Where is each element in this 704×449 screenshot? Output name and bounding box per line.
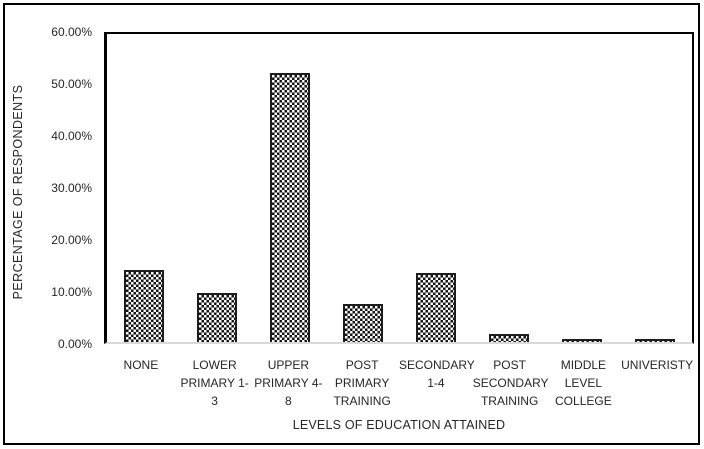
x-axis-category-labels: NONE LOWER PRIMARY 1- 3 UPPER PRIMARY 4- 8… [104,356,694,412]
x-category-label: LOWER PRIMARY 1- 3 [180,358,249,408]
y-tick-label: 0.00% [57,337,92,351]
y-tick-label: 40.00% [51,129,92,143]
bar-secondary-1-4 [416,272,457,342]
x-category-label: NONE [123,358,159,372]
y-tick-label: 50.00% [51,77,92,91]
x-category-label: POST SECONDARY TRAINING [472,358,549,408]
x-axis-title: LEVELS OF EDUCATION ATTAINED [292,418,506,432]
bar-univeristy [635,339,676,342]
x-category-label: POST PRIMARY TRAINING [333,358,391,408]
bar-post-primary-training [342,303,383,342]
bar-upper-primary-4-8 [269,72,310,342]
y-tick-label: 60.00% [51,25,92,39]
x-category-label: SECONDARY 1-4 [399,358,475,390]
x-category-label: UNIVERISTY [621,358,694,372]
plot-area [104,32,694,344]
bar-lower-primary-1-3 [196,293,237,342]
bar-middle-level-college [562,339,603,342]
y-tick-label: 20.00% [51,233,92,247]
bar-post-secondary-training [489,334,530,342]
bar-none [123,270,164,342]
x-category-label: UPPER PRIMARY 4- 8 [254,358,323,408]
y-tick-label: 10.00% [51,285,92,299]
y-tick-label: 30.00% [51,181,92,195]
x-category-label: MIDDLE LEVEL COLLEGE [555,358,612,408]
